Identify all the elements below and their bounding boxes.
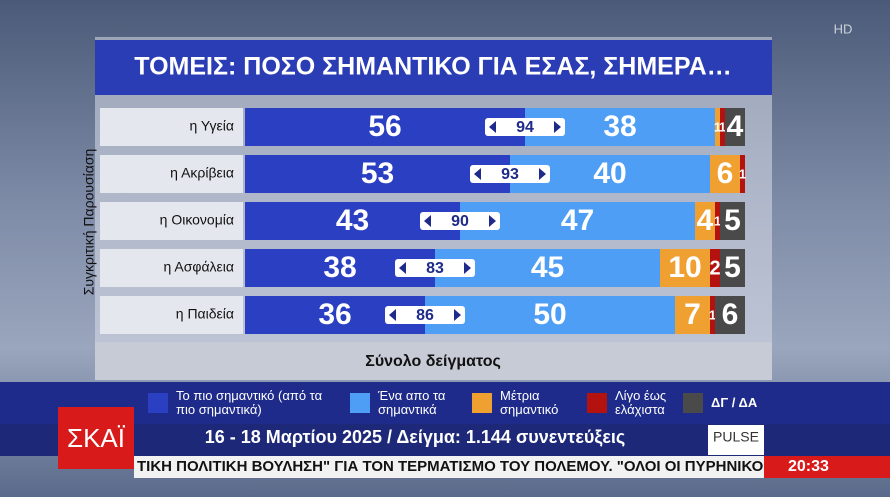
bar-segment bbox=[720, 108, 725, 146]
category-label: η Ακρίβεια bbox=[170, 165, 234, 181]
row-label-bg bbox=[100, 249, 243, 287]
value-label: 1 bbox=[719, 119, 726, 134]
value-label: 4 bbox=[697, 204, 714, 237]
value-label: 40 bbox=[593, 157, 626, 190]
total-box bbox=[385, 306, 465, 324]
bar-segment bbox=[245, 155, 510, 193]
bar-segment bbox=[720, 249, 745, 287]
row-label-bg bbox=[100, 108, 243, 146]
legend-swatch bbox=[683, 393, 703, 413]
value-label: 2 bbox=[709, 257, 720, 279]
category-label: η Ασφάλεια bbox=[164, 259, 235, 275]
category-label: η Παιδεία bbox=[176, 306, 234, 322]
channel-logo bbox=[58, 407, 134, 469]
pollster-logo bbox=[708, 425, 764, 455]
value-label: 1 bbox=[714, 119, 721, 134]
pollster-name: PULSE bbox=[713, 429, 759, 445]
xlabel-band bbox=[95, 342, 772, 380]
total-box bbox=[470, 165, 550, 183]
ticker-band bbox=[134, 456, 764, 478]
bar-segment bbox=[710, 296, 715, 334]
bar-segment bbox=[710, 155, 740, 193]
legend-swatch bbox=[587, 393, 607, 413]
legend-swatch bbox=[148, 393, 168, 413]
total-box bbox=[420, 212, 500, 230]
total-label: 90 bbox=[451, 213, 469, 230]
bar-segment bbox=[675, 296, 710, 334]
value-label: 45 bbox=[531, 251, 564, 284]
hd-badge: HD bbox=[834, 21, 853, 36]
value-label: 38 bbox=[323, 251, 356, 284]
value-label: 56 bbox=[368, 110, 401, 143]
value-label: 5 bbox=[724, 204, 741, 237]
bar-segment bbox=[720, 202, 745, 240]
y-axis-label: Συγκριτική Παρουσίαση bbox=[81, 149, 97, 296]
bar-segment bbox=[715, 108, 720, 146]
legend-label: Ένα απο τα σημαντικά bbox=[378, 388, 446, 417]
row-label-bg bbox=[100, 202, 243, 240]
value-label: 38 bbox=[603, 110, 636, 143]
bar-segment bbox=[425, 296, 675, 334]
value-label: 6 bbox=[722, 298, 739, 331]
value-label: 47 bbox=[561, 204, 594, 237]
value-label: 43 bbox=[336, 204, 369, 237]
legend-label: ΔΓ / ΔΑ bbox=[711, 395, 758, 410]
legend-label: Μέτρια σημαντικό bbox=[500, 388, 559, 417]
value-label: 1 bbox=[709, 307, 716, 322]
bar-segment bbox=[710, 249, 720, 287]
time: 20:33 bbox=[788, 458, 829, 475]
chart-title: ΤΟΜΕΙΣ: ΠΟΣΟ ΣΗΜΑΝΤΙΚΟ ΓΙΑ ΕΣΑΣ, ΣΗΜΕΡΑ… bbox=[134, 53, 731, 81]
legend-swatch bbox=[472, 393, 492, 413]
value-label: 36 bbox=[318, 298, 351, 331]
row-label-bg bbox=[100, 296, 243, 334]
bar-segment bbox=[725, 108, 745, 146]
time-band bbox=[764, 456, 890, 478]
bar-segment bbox=[660, 249, 710, 287]
x-axis-label: Σύνολο δείγματος bbox=[365, 353, 501, 370]
bar-segment bbox=[715, 202, 720, 240]
channel-name: ΣΚΑΪ bbox=[67, 423, 126, 453]
legend-swatch bbox=[350, 393, 370, 413]
value-label: 10 bbox=[668, 251, 701, 284]
subtitle: 16 - 18 Μαρτίου 2025 / Δείγμα: 1.144 συν… bbox=[205, 427, 626, 448]
bar-segment bbox=[740, 155, 745, 193]
bar-segment bbox=[695, 202, 715, 240]
title-banner bbox=[95, 40, 772, 95]
legend-label: Λίγο έως ελάχιστα bbox=[615, 388, 667, 417]
legend-label: Το πιο σημαντικό (από τα πιο σημαντικά) bbox=[176, 388, 323, 417]
total-box bbox=[395, 259, 475, 277]
bar-segment bbox=[715, 296, 745, 334]
bar-segment bbox=[245, 108, 525, 146]
ticker: ΤΙΚΗ ΠΟΛΙΤΙΚΗ ΒΟΥΛΗΣΗ" ΓΙΑ ΤΟΝ ΤΕΡΜΑΤΙΣΜ… bbox=[137, 458, 823, 475]
total-label: 83 bbox=[426, 260, 444, 277]
value-label: 1 bbox=[714, 213, 721, 228]
value-label: 5 bbox=[724, 251, 741, 284]
category-label: η Υγεία bbox=[189, 118, 234, 134]
category-label: η Οικονομία bbox=[160, 212, 234, 228]
total-box bbox=[485, 118, 565, 136]
total-label: 94 bbox=[516, 119, 534, 136]
value-label: 4 bbox=[727, 110, 744, 143]
value-label: 50 bbox=[533, 298, 566, 331]
total-label: 86 bbox=[416, 307, 434, 324]
value-label: 53 bbox=[361, 157, 394, 190]
row-label-bg bbox=[100, 155, 243, 193]
value-label: 1 bbox=[739, 166, 746, 181]
value-label: 7 bbox=[684, 298, 701, 331]
total-label: 93 bbox=[501, 166, 519, 183]
value-label: 6 bbox=[717, 157, 734, 190]
